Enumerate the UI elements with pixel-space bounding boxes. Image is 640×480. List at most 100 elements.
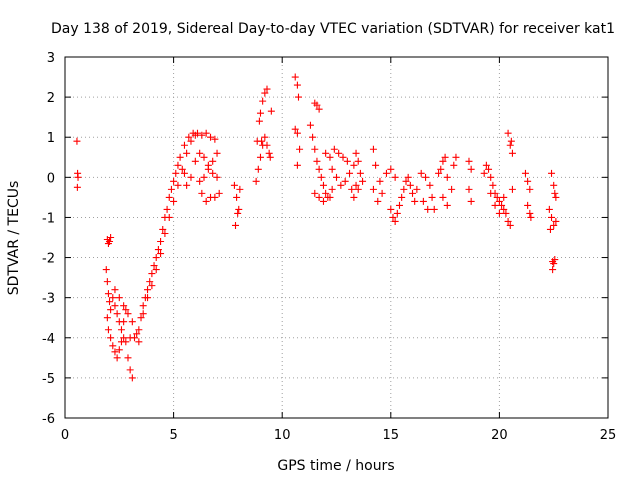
data-point bbox=[402, 177, 410, 185]
data-point bbox=[550, 260, 558, 268]
data-point bbox=[354, 157, 362, 165]
data-point bbox=[417, 169, 425, 177]
data-point bbox=[113, 310, 121, 318]
data-point bbox=[328, 185, 336, 193]
data-point bbox=[424, 205, 432, 213]
data-point bbox=[253, 137, 261, 145]
data-point bbox=[200, 153, 208, 161]
data-point bbox=[296, 145, 304, 153]
data-point bbox=[109, 294, 117, 302]
data-point bbox=[126, 366, 134, 374]
data-point bbox=[439, 157, 447, 165]
data-point bbox=[319, 181, 327, 189]
y-tick-label: -4 bbox=[42, 332, 55, 347]
data-point bbox=[549, 266, 557, 274]
y-tick-label: 0 bbox=[47, 171, 55, 186]
x-tick-label: 25 bbox=[600, 428, 617, 443]
data-point bbox=[409, 189, 417, 197]
data-point bbox=[263, 141, 271, 149]
data-point bbox=[482, 161, 490, 169]
data-point bbox=[120, 302, 128, 310]
data-point bbox=[346, 169, 354, 177]
data-point bbox=[508, 185, 516, 193]
data-point bbox=[322, 149, 330, 157]
data-point bbox=[311, 145, 319, 153]
data-point bbox=[389, 213, 397, 221]
data-point bbox=[196, 149, 204, 157]
data-point bbox=[435, 169, 443, 177]
data-point bbox=[255, 117, 263, 125]
data-point bbox=[374, 197, 382, 205]
data-point bbox=[180, 169, 188, 177]
data-point bbox=[315, 105, 323, 113]
data-point bbox=[526, 209, 534, 217]
data-point bbox=[170, 177, 178, 185]
data-point bbox=[443, 173, 451, 181]
data-point bbox=[204, 161, 212, 169]
y-tick-label: 1 bbox=[47, 131, 55, 146]
y-axis-label: SDTVAR / TECUs bbox=[6, 181, 22, 296]
data-point bbox=[209, 169, 217, 177]
data-point bbox=[506, 221, 514, 229]
data-point bbox=[139, 302, 147, 310]
data-point bbox=[495, 197, 503, 205]
data-point bbox=[527, 213, 535, 221]
data-point bbox=[117, 326, 125, 334]
data-point bbox=[441, 153, 449, 161]
data-point bbox=[236, 185, 244, 193]
data-point bbox=[450, 161, 458, 169]
x-axis-label: GPS time / hours bbox=[277, 458, 394, 474]
data-point bbox=[393, 209, 401, 217]
data-point bbox=[306, 121, 314, 129]
data-point bbox=[546, 225, 554, 233]
data-point bbox=[315, 165, 323, 173]
data-point bbox=[170, 197, 178, 205]
data-point bbox=[200, 173, 208, 181]
data-point bbox=[137, 314, 145, 322]
y-tick-label: -3 bbox=[42, 292, 55, 307]
y-tick-label: 3 bbox=[47, 51, 55, 66]
data-point bbox=[198, 131, 206, 139]
data-point bbox=[172, 169, 180, 177]
data-point bbox=[111, 302, 119, 310]
data-point bbox=[148, 270, 156, 278]
data-point bbox=[144, 294, 152, 302]
data-point bbox=[107, 234, 115, 241]
data-point bbox=[196, 177, 204, 185]
data-point bbox=[187, 137, 195, 145]
data-point bbox=[335, 149, 343, 157]
data-point bbox=[524, 177, 532, 185]
data-point bbox=[551, 256, 559, 264]
data-point bbox=[207, 133, 215, 141]
data-point bbox=[215, 189, 223, 197]
data-point bbox=[157, 238, 165, 246]
y-tick-label: -2 bbox=[42, 252, 55, 267]
data-point bbox=[293, 161, 301, 169]
data-point bbox=[548, 169, 556, 177]
data-point bbox=[430, 205, 438, 213]
data-point bbox=[73, 183, 81, 191]
data-point bbox=[291, 125, 299, 133]
data-point bbox=[391, 217, 399, 225]
data-point bbox=[232, 221, 240, 229]
data-point bbox=[552, 217, 560, 225]
data-point bbox=[343, 157, 351, 165]
data-point bbox=[180, 141, 188, 149]
data-point bbox=[128, 318, 136, 326]
data-point bbox=[398, 193, 406, 201]
data-point bbox=[372, 161, 380, 169]
data-point bbox=[230, 181, 238, 189]
data-point bbox=[500, 193, 508, 201]
data-point bbox=[154, 246, 162, 254]
data-point bbox=[339, 153, 347, 161]
data-point bbox=[387, 165, 395, 173]
data-point bbox=[311, 189, 319, 197]
data-point bbox=[115, 346, 123, 354]
data-point bbox=[183, 181, 191, 189]
data-point bbox=[526, 185, 534, 193]
data-point bbox=[406, 181, 414, 189]
data-point bbox=[193, 129, 201, 137]
data-point bbox=[106, 238, 114, 246]
data-point bbox=[165, 193, 173, 201]
data-point bbox=[209, 157, 217, 165]
